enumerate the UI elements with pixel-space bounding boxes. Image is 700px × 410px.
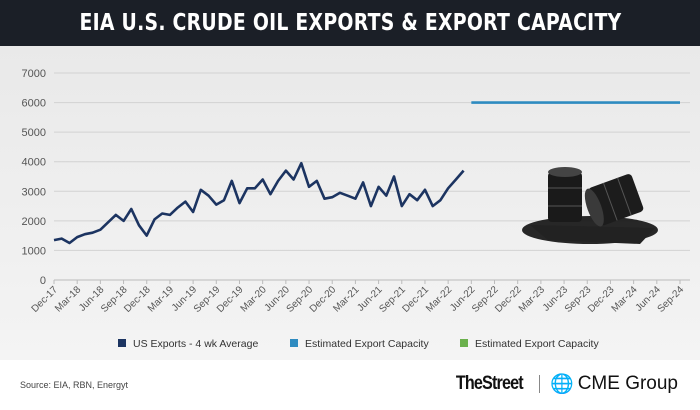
y-tick-label: 2000: [22, 216, 46, 228]
series-us-exports-line: [53, 161, 465, 245]
logo-divider: [539, 375, 541, 393]
footer: Source: EIA, RBN, Energyt TheStreet 🌐 CME…: [0, 360, 700, 410]
oil-barrels-image: [522, 167, 658, 244]
chart-title: EIA U.S. CRUDE OIL EXPORTS & EXPORT CAPA…: [79, 10, 621, 36]
legend-label: Estimated Export Capacity: [475, 338, 599, 350]
legend-label: US Exports - 4 wk Average: [133, 338, 258, 350]
source-note: Source: EIA, RBN, Energyt: [20, 380, 129, 390]
x-tick-label: Mar-24: [610, 284, 640, 314]
y-tick-label: 1000: [22, 245, 46, 257]
x-tick-label: Mar-21: [331, 284, 361, 314]
legend-swatch: [460, 339, 468, 347]
globe-icon: 🌐: [550, 374, 574, 395]
y-tick-label: 7000: [22, 68, 46, 80]
x-tick-label: Mar-23: [517, 284, 547, 314]
brand-logos: TheStreet 🌐 CME Group: [450, 372, 678, 396]
y-tick-label: 6000: [22, 98, 46, 110]
chart-area: 0 1000 2000 3000 4000 5000 6000 7000 Dec-17 Mar-1…: [0, 46, 700, 360]
x-tick-label: Mar-20: [239, 284, 269, 314]
x-tick-label: Mar-22: [424, 284, 454, 314]
chart-title-bar: EIA U.S. CRUDE OIL EXPORTS & EXPORT CAPA…: [0, 0, 700, 46]
x-tick-label: Mar-19: [146, 284, 176, 314]
x-tick-label: Sep-24: [656, 284, 687, 315]
y-tick-label: 3000: [22, 186, 46, 198]
thestreet-logo: TheStreet: [456, 373, 524, 394]
legend-label: Estimated Export Capacity: [305, 338, 429, 350]
y-tick-label: 0: [40, 275, 46, 287]
y-tick-label: 5000: [22, 127, 46, 139]
legend-swatch: [290, 339, 298, 347]
legend-swatch: [118, 339, 126, 347]
x-tick-label: Mar-18: [53, 284, 83, 314]
cme-group-logo: 🌐 CME Group: [550, 373, 678, 395]
y-tick-label: 4000: [22, 157, 46, 169]
line-chart: 01000200030004000500060007000Dec-17Mar-1…: [22, 68, 690, 350]
